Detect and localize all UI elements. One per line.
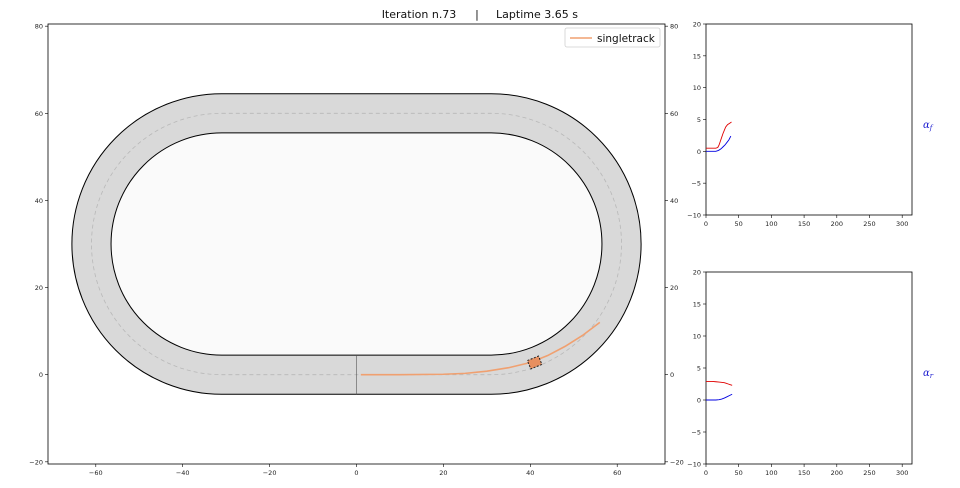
slip-rear-y-tick-label: 0 bbox=[697, 397, 701, 405]
track-x-tick-label: 20 bbox=[439, 469, 447, 477]
track-y-tick-label-left: 40 bbox=[35, 197, 43, 205]
slip-rear-series-0 bbox=[706, 380, 733, 386]
slip-front-y-tick-label: 0 bbox=[697, 148, 701, 156]
slip-rear-y-tick-label: −10 bbox=[687, 461, 701, 469]
slip-rear-side-label: αr bbox=[923, 368, 934, 380]
track-y-tick-label-left: 0 bbox=[39, 371, 43, 379]
slip-rear-x-tick-label: 100 bbox=[765, 469, 777, 477]
car-icon bbox=[526, 355, 543, 370]
car-body bbox=[526, 355, 543, 370]
slip-front-y-tick-label: 10 bbox=[693, 84, 701, 92]
slip-front-side-label: αf bbox=[923, 120, 934, 132]
track-x-tick-label: 40 bbox=[526, 469, 534, 477]
slip-front-y-tick-label: −10 bbox=[687, 212, 701, 220]
slip-front-y-tick-label: −5 bbox=[691, 180, 701, 188]
legend-label: singletrack bbox=[597, 33, 656, 45]
slip-front-x-tick-label: 250 bbox=[863, 220, 875, 228]
slip-front-x-tick-label: 200 bbox=[831, 220, 843, 228]
slip-front-series-0 bbox=[706, 121, 732, 149]
track-y-tick-label-right: 80 bbox=[670, 23, 678, 31]
rear-slip-axes: 0 50 100 150 200 250 300 −10 −5 0 5 10 15 20 αr bbox=[687, 269, 933, 478]
legend: singletrack bbox=[564, 27, 661, 48]
slip-rear-y-tick-label: 5 bbox=[697, 365, 701, 373]
slip-rear-x-tick-label: 50 bbox=[735, 469, 743, 477]
slip-front-y-tick-label: 20 bbox=[693, 21, 701, 29]
track-y-tick-label-left: −20 bbox=[29, 458, 43, 466]
track-y-tick-label-right: 20 bbox=[670, 284, 678, 292]
title-separator: | bbox=[475, 8, 479, 21]
slip-front-x-tick-label: 50 bbox=[735, 220, 743, 228]
slip-rear-frame bbox=[705, 271, 913, 465]
slip-rear-y-tick-label: 15 bbox=[693, 301, 701, 309]
track-y-tick-label-right: 0 bbox=[670, 371, 674, 379]
slip-rear-y-tick-label: −5 bbox=[691, 429, 701, 437]
laptime-label: Laptime 3.65 s bbox=[496, 8, 578, 21]
track-axes: −60 −40 −20 0 20 40 60 −20 −20 0 0 20 20 40 40 60 60 80 80… bbox=[29, 23, 683, 477]
slip-front-x-tick-label: 0 bbox=[704, 220, 708, 228]
track-x-tick-label: −60 bbox=[89, 469, 103, 477]
slip-rear-x-tick-label: 250 bbox=[863, 469, 875, 477]
front-slip-axes: 0 50 100 150 200 250 300 −10 −5 0 5 10 15 20 αf bbox=[687, 21, 933, 229]
slip-rear-y-tick-label: 10 bbox=[693, 333, 701, 341]
slip-rear-y-tick-label: 20 bbox=[693, 269, 701, 277]
track-centerline bbox=[91, 112, 622, 376]
slip-rear-x-tick-label: 200 bbox=[831, 469, 843, 477]
track-y-tick-label-right: 60 bbox=[670, 110, 678, 118]
slip-front-x-tick-label: 100 bbox=[765, 220, 777, 228]
slip-front-frame bbox=[705, 23, 913, 216]
track-x-tick-label: 0 bbox=[354, 469, 358, 477]
track-y-tick-label-right: −20 bbox=[670, 458, 684, 466]
slip-rear-x-tick-label: 300 bbox=[896, 469, 908, 477]
track-x-tick-label: 60 bbox=[613, 469, 621, 477]
track-y-tick-label-right: 40 bbox=[670, 197, 678, 205]
trajectory-line-singletrack bbox=[360, 321, 601, 376]
iteration-label: Iteration n.73 bbox=[382, 8, 457, 21]
slip-front-x-tick-label: 150 bbox=[798, 220, 810, 228]
track-y-tick-label-left: 80 bbox=[35, 23, 43, 31]
track-inner-boundary bbox=[110, 132, 603, 356]
slip-front-x-tick-label: 300 bbox=[896, 220, 908, 228]
track-x-tick-label: −20 bbox=[263, 469, 277, 477]
slip-front-series-1 bbox=[706, 135, 732, 152]
track-x-tick-label: −40 bbox=[176, 469, 190, 477]
slip-rear-x-tick-label: 0 bbox=[704, 469, 708, 477]
track-y-tick-label-left: 20 bbox=[35, 284, 43, 292]
slip-rear-x-tick-label: 150 bbox=[798, 469, 810, 477]
slip-front-y-tick-label: 5 bbox=[697, 116, 701, 124]
legend-box bbox=[564, 27, 661, 48]
slip-rear-series-1 bbox=[706, 393, 733, 401]
track-y-tick-label-left: 60 bbox=[35, 110, 43, 118]
slip-front-y-tick-label: 15 bbox=[693, 52, 701, 60]
